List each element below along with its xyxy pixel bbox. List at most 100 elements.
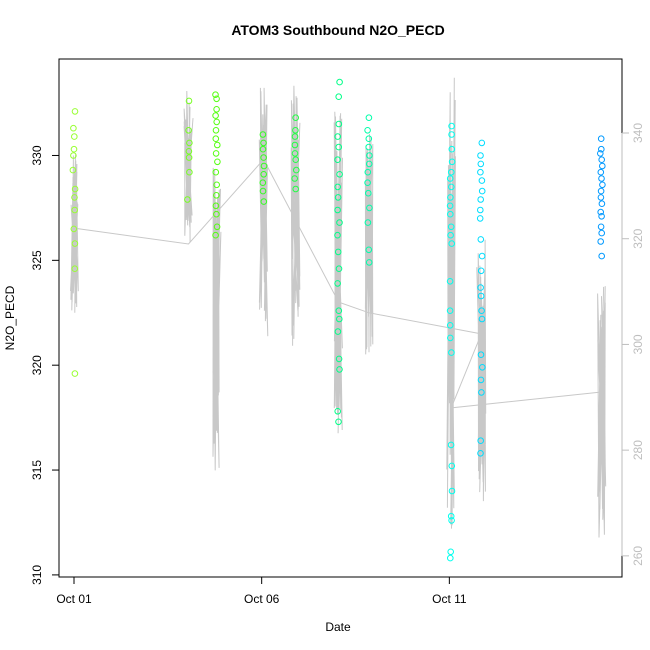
data-point bbox=[71, 108, 79, 115]
data-point bbox=[365, 160, 373, 168]
data-point bbox=[448, 131, 455, 138]
y-tick-label: 315 bbox=[30, 460, 44, 480]
data-point bbox=[446, 175, 454, 182]
data-point bbox=[364, 179, 371, 186]
flight-altitude-line bbox=[183, 90, 194, 243]
x-tick-label: Oct 01 bbox=[56, 592, 92, 606]
data-point bbox=[292, 114, 300, 121]
data-point bbox=[365, 246, 373, 254]
data-point bbox=[70, 152, 77, 159]
data-point bbox=[365, 135, 373, 142]
data-point bbox=[336, 219, 343, 226]
data-point bbox=[335, 143, 343, 151]
flight-altitude-line bbox=[476, 239, 487, 502]
data-point bbox=[448, 145, 456, 153]
data-point bbox=[213, 210, 220, 218]
data-point bbox=[334, 133, 342, 140]
data-point bbox=[448, 168, 455, 176]
data-point bbox=[212, 202, 220, 210]
data-point bbox=[71, 240, 79, 247]
data-point bbox=[478, 389, 485, 396]
data-point bbox=[292, 127, 299, 134]
data-point bbox=[477, 351, 485, 359]
data-point bbox=[598, 213, 605, 220]
data-point bbox=[292, 156, 300, 163]
data-point bbox=[213, 181, 220, 189]
data-point bbox=[334, 328, 342, 335]
data-point bbox=[291, 141, 299, 149]
data-point bbox=[335, 120, 343, 128]
data-point bbox=[365, 114, 373, 121]
data-point bbox=[71, 133, 78, 140]
data-point bbox=[335, 418, 342, 426]
y-tick-label: 325 bbox=[30, 250, 44, 270]
flight-altitude-line bbox=[212, 167, 222, 471]
data-point bbox=[212, 168, 220, 176]
data-point bbox=[185, 154, 193, 161]
data-point bbox=[477, 152, 484, 159]
flight-altitude-line bbox=[597, 286, 607, 538]
data-point bbox=[447, 334, 454, 342]
data-point bbox=[70, 145, 78, 153]
data-point bbox=[291, 175, 299, 182]
flight-altitude-line bbox=[446, 77, 456, 529]
data-point bbox=[477, 376, 485, 384]
data-point bbox=[259, 131, 267, 138]
data-point bbox=[71, 265, 79, 273]
data-point bbox=[291, 133, 299, 140]
data-point bbox=[364, 219, 372, 226]
y-axis-left: 310 315 320 325 330 bbox=[30, 145, 60, 585]
data-point bbox=[597, 194, 605, 201]
data-point bbox=[478, 187, 486, 195]
flight-altitude-line bbox=[70, 154, 79, 313]
data-point bbox=[448, 183, 455, 191]
data-point bbox=[365, 189, 372, 197]
data-point bbox=[336, 78, 343, 86]
x-axis: Oct 01 Oct 06 Oct 11 bbox=[56, 576, 467, 606]
data-point bbox=[597, 238, 605, 245]
data-point bbox=[448, 462, 456, 470]
data-point bbox=[71, 194, 78, 201]
data-point bbox=[366, 204, 373, 212]
data-point bbox=[70, 124, 77, 132]
data-point bbox=[212, 135, 220, 142]
data-point bbox=[212, 231, 219, 239]
transit-altitude-line bbox=[73, 158, 602, 409]
data-point bbox=[213, 192, 220, 199]
data-point bbox=[334, 206, 341, 214]
data-point bbox=[334, 408, 342, 415]
data-point bbox=[335, 93, 343, 100]
data-point bbox=[69, 166, 77, 174]
data-point bbox=[259, 179, 267, 186]
chart-title: ATOM3 Southbound N2O_PECD bbox=[231, 22, 444, 38]
data-point bbox=[335, 307, 343, 315]
data-point bbox=[260, 162, 268, 170]
data-point bbox=[185, 97, 193, 105]
data-point bbox=[335, 355, 343, 363]
data-point bbox=[334, 183, 342, 191]
data-point bbox=[334, 231, 341, 239]
data-point bbox=[335, 265, 343, 273]
data-point bbox=[213, 223, 221, 231]
data-point bbox=[291, 150, 299, 157]
data-point bbox=[212, 91, 219, 98]
data-point bbox=[260, 154, 267, 161]
data-point bbox=[366, 152, 373, 159]
data-point bbox=[260, 198, 268, 205]
flight-altitude-line bbox=[364, 133, 374, 355]
data-point bbox=[446, 322, 454, 329]
data-point bbox=[336, 366, 343, 373]
data-point bbox=[448, 517, 455, 524]
data-point bbox=[214, 141, 221, 149]
y-tick-label: 310 bbox=[30, 565, 44, 585]
data-point bbox=[292, 185, 300, 193]
data-point bbox=[186, 168, 193, 176]
data-point bbox=[448, 122, 455, 130]
altitude-lines-layer bbox=[70, 77, 607, 538]
data-point bbox=[365, 143, 373, 151]
data-point bbox=[597, 208, 605, 216]
data-point bbox=[597, 135, 605, 142]
data-point bbox=[446, 202, 454, 210]
data-point bbox=[336, 171, 343, 178]
